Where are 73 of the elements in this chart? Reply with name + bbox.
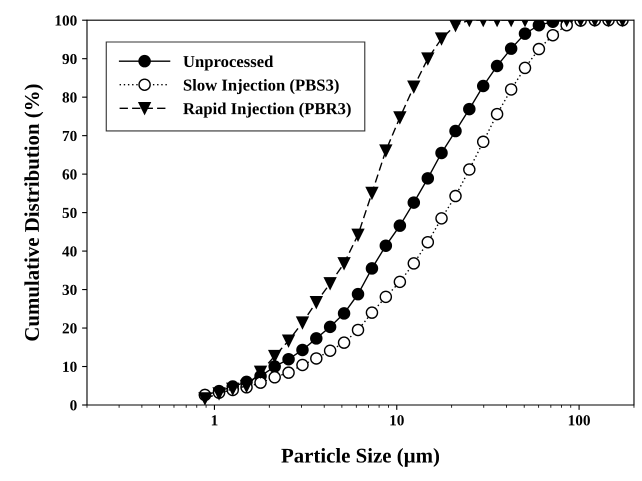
point [422,172,434,185]
point [352,228,364,242]
point [408,257,420,270]
point [422,52,434,65]
point [324,277,336,290]
y-tick-label: 90 [62,54,77,64]
point [463,102,476,116]
point [198,392,212,405]
point [310,296,323,309]
point [518,27,532,40]
point [449,124,462,138]
point [476,136,490,148]
y-tick-label: 40 [62,246,77,257]
point [394,276,406,288]
point [310,332,323,345]
point [435,32,448,45]
point [394,111,406,124]
point [435,146,448,160]
point [463,163,476,176]
y-tick-label: 50 [62,208,77,218]
point [254,366,267,378]
legend-label: Unprocessed [183,55,274,71]
point [338,307,350,320]
y-tick-label: 70 [62,130,77,142]
point [268,360,281,373]
point [518,62,532,74]
point [380,239,392,252]
point [268,371,281,384]
y-tick-label: 20 [62,323,77,334]
y-tick-label: 100 [56,15,77,26]
point [449,190,462,202]
x-axis-title: Particle Size (µm) [281,448,440,467]
point [422,236,434,248]
point [352,324,364,336]
y-tick-label: 30 [62,284,77,296]
point [282,352,295,366]
point [366,186,378,200]
point [296,316,309,329]
point [366,306,378,319]
point [380,290,392,304]
point [324,320,336,334]
point [324,344,336,357]
point [408,80,420,94]
x-tick-label: 1 [212,415,218,426]
point [310,352,323,365]
point [394,219,406,232]
x-tick-label: 10 [390,415,404,426]
y-tick-label: 10 [63,362,77,372]
point [490,60,504,72]
y-tick-label: 80 [62,92,77,103]
point [296,344,309,356]
point [504,42,518,55]
point [338,336,350,349]
point [282,334,295,347]
y-tick-label: 0 [70,400,77,410]
point [338,257,350,270]
point [352,288,364,300]
point [476,80,490,92]
legend-label: Slow Injection (PBS3) [184,78,339,94]
point [546,28,560,42]
point [490,108,504,120]
x-tick-label: 100 [568,415,590,426]
y-tick-label: 60 [62,169,77,180]
point [435,212,448,225]
point [296,358,309,372]
y-axis-title: Cumulative Distribution (%) [24,84,44,341]
point [504,83,518,96]
legend-label: Rapid Injection (PBR3) [183,102,351,118]
point [366,262,378,275]
point [532,42,546,56]
point [408,196,420,209]
point [380,144,392,157]
point [282,366,295,379]
